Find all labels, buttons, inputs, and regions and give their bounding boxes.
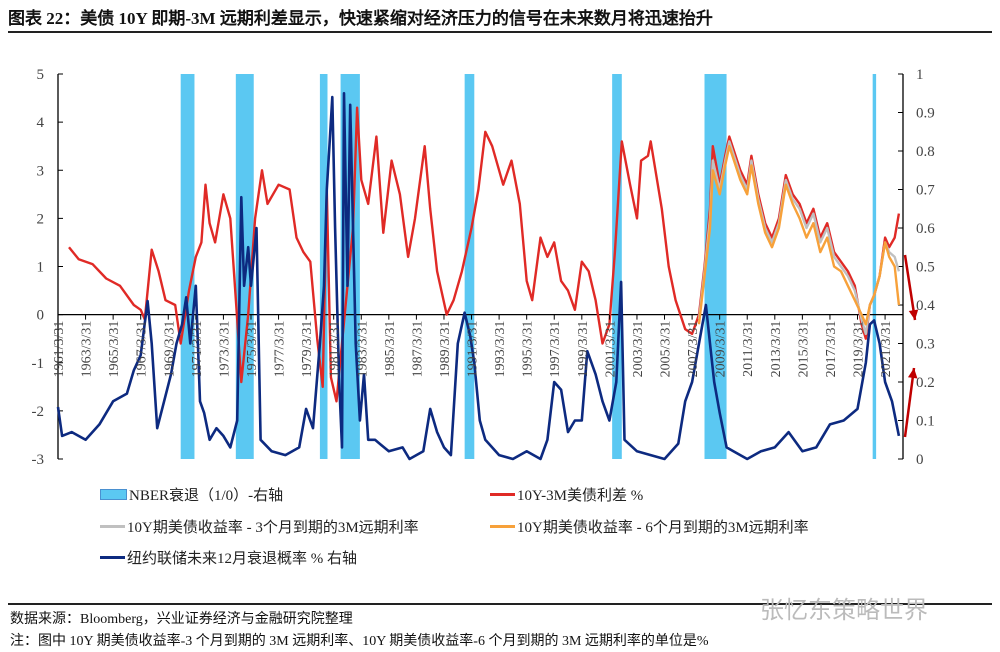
- right-tick-label: 0: [916, 452, 924, 468]
- right-tick-label: 0.5: [916, 260, 935, 276]
- watermark: 张忆东策略世界: [760, 596, 928, 624]
- x-tick-label: 1993/3/31: [493, 321, 508, 378]
- legend-label: NBER衰退（1/0）-右轴: [129, 488, 284, 504]
- x-tick-label: 2003/3/31: [631, 321, 646, 378]
- left-tick-label: 0: [37, 308, 45, 324]
- left-tick-label: 5: [37, 67, 45, 83]
- x-tick-label: 2009/3/31: [714, 321, 729, 378]
- legend-swatch: [100, 489, 127, 500]
- note-text: 注：图中 10Y 期美债收益率-3 个月到期的 3M 远期利率、10Y 期美债收…: [10, 634, 709, 649]
- recession-bar: [180, 74, 195, 459]
- chart-title: 图表 22：美债 10Y 即期-3M 远期利差显示，快速紧缩对经济压力的信号在未…: [8, 9, 713, 28]
- legend-series-2: 10Y期美债收益率 - 6个月到期的3M远期利率: [490, 516, 809, 537]
- x-tick-label: 1997/3/31: [548, 321, 563, 378]
- legend-swatch: [490, 493, 515, 496]
- recession-bar: [612, 74, 622, 459]
- series-line-3: [56, 92, 901, 461]
- x-tick-label: 2017/3/31: [824, 321, 839, 378]
- title-divider: [8, 31, 992, 33]
- recession-bar: [704, 74, 727, 459]
- right-tick-label: 0.3: [916, 337, 935, 353]
- x-tick-label: 1987/3/31: [410, 321, 425, 378]
- chart: -3 -2 -1 0 1 2 3 4 5 0 0.1 0.2 0.3 0.4 0.5 0.6 0.7 0.8 0.9…: [32, 67, 936, 468]
- legend-label: 10Y-3M美债利差 %: [517, 488, 644, 504]
- x-tick-label: 2019/3/31: [852, 321, 867, 378]
- source-text: 数据来源：Bloomberg，兴业证券经济与金融研究院整理: [10, 612, 353, 627]
- left-tick-label: 1: [37, 260, 45, 276]
- legend-recession: NBER衰退（1/0）-右轴: [100, 484, 283, 505]
- arrow-head-icon: [908, 309, 919, 320]
- x-tick-label: 1981/3/31: [328, 321, 343, 378]
- right-tick-label: 0.2: [916, 375, 935, 391]
- annotation-arrow: [903, 367, 916, 438]
- legend-swatch: [490, 525, 515, 528]
- right-tick-label: 0.9: [916, 106, 935, 122]
- x-tick-label: 1961/3/31: [52, 321, 67, 378]
- x-tick-label: 1963/3/31: [80, 321, 95, 378]
- x-tick-label: 1969/3/31: [162, 321, 177, 378]
- x-tick-label: 1985/3/31: [383, 321, 398, 378]
- x-tick-label: 2005/3/31: [659, 321, 674, 378]
- left-tick-label: 4: [37, 115, 45, 131]
- x-tick-label: 2011/3/31: [741, 321, 756, 377]
- left-tick-label: -1: [32, 356, 45, 372]
- left-tick-label: 3: [37, 163, 45, 179]
- legend-label: 10Y期美债收益率 - 3个月到期的3M远期利率: [127, 520, 419, 536]
- x-tick-label: 1979/3/31: [300, 321, 315, 378]
- annotation-arrow: [903, 254, 917, 321]
- legend-series-1: 10Y期美债收益率 - 3个月到期的3M远期利率: [100, 516, 419, 537]
- recession-bar: [872, 74, 877, 459]
- left-tick-label: 2: [37, 211, 45, 227]
- x-tick-label: 2015/3/31: [796, 321, 811, 378]
- legend-swatch: [100, 556, 125, 559]
- recession-bar: [464, 74, 475, 459]
- x-tick-label: 2021/3/31: [879, 321, 894, 378]
- legend-label: 纽约联储未来12月衰退概率 % 右轴: [127, 551, 357, 567]
- x-tick-label: 1975/3/31: [245, 321, 260, 378]
- x-tick-label: 2007/3/31: [686, 321, 701, 378]
- right-tick-label: 0.8: [916, 144, 935, 160]
- right-tick-label: 1: [916, 67, 924, 83]
- left-tick-label: -3: [32, 452, 45, 468]
- x-tick-label: 2001/3/31: [603, 321, 618, 378]
- arrow-head-icon: [907, 368, 918, 379]
- right-tick-label: 0.1: [916, 414, 935, 430]
- x-tick-label: 2013/3/31: [769, 321, 784, 378]
- x-tick-label: 1967/3/31: [135, 321, 150, 378]
- x-tick-label: 1965/3/31: [107, 321, 122, 378]
- x-tick-label: 1989/3/31: [438, 321, 453, 378]
- x-tick-label: 1977/3/31: [273, 321, 288, 378]
- right-tick-label: 0.7: [916, 183, 935, 199]
- legend-series-0: 10Y-3M美债利差 %: [490, 484, 643, 505]
- legend-swatch: [100, 525, 125, 528]
- x-tick-label: 1991/3/31: [466, 321, 481, 378]
- footer-divider: [8, 603, 992, 605]
- left-tick-label: -2: [32, 404, 45, 420]
- x-tick-label: 1971/3/31: [190, 321, 205, 378]
- legend-label: 10Y期美债收益率 - 6个月到期的3M远期利率: [517, 520, 809, 536]
- x-tick-label: 1999/3/31: [576, 321, 591, 378]
- x-tick-label: 1983/3/31: [355, 321, 370, 378]
- legend-series-3: 纽约联储未来12月衰退概率 % 右轴: [100, 547, 357, 568]
- right-tick-label: 0.4: [916, 298, 935, 314]
- series-line-2: [697, 144, 901, 326]
- x-tick-label: 1995/3/31: [521, 321, 536, 378]
- right-tick-label: 0.6: [916, 221, 935, 237]
- x-tick-label: 1973/3/31: [217, 321, 232, 378]
